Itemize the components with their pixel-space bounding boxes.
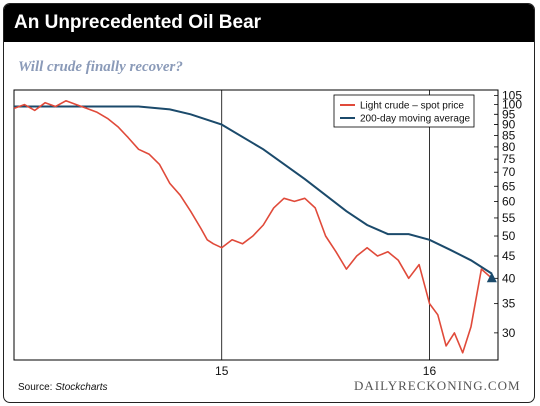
y-tick-label: 40 <box>502 271 516 285</box>
source-name: Stockcharts <box>55 382 108 393</box>
chart-title: An Unprecedented Oil Bear <box>14 12 262 33</box>
chart-frame: An Unprecedented Oil Bear Will crude fin… <box>3 3 535 403</box>
y-tick-label: 60 <box>502 194 516 208</box>
last-price-marker <box>486 272 497 283</box>
y-tick-label: 45 <box>502 249 516 263</box>
x-tick-label: 16 <box>423 364 437 378</box>
y-tick-label: 85 <box>502 128 516 142</box>
y-tick-label: 35 <box>502 297 516 311</box>
legend-label-spot: Light crude – spot price <box>360 101 464 112</box>
y-tick-label: 65 <box>502 179 516 193</box>
title-bar: An Unprecedented Oil Bear <box>4 4 534 42</box>
y-tick-label: 105 <box>502 88 522 102</box>
y-tick-label: 100 <box>502 98 522 112</box>
y-tick-label: 90 <box>502 118 516 132</box>
x-axis: 15 16 <box>215 90 436 378</box>
source-note: Source: Stockcharts <box>18 382 108 393</box>
y-tick-label: 95 <box>502 107 516 121</box>
legend: Light crude – spot price 200-day moving … <box>333 94 475 128</box>
plot-area <box>13 89 499 361</box>
y-tick-label: 80 <box>502 140 516 154</box>
x-tick-label: 15 <box>215 364 229 378</box>
brand-watermark: DAILYRECKONING.COM <box>354 378 521 393</box>
legend-box <box>333 94 475 128</box>
y-tick-label: 30 <box>502 326 516 340</box>
y-tick-label: 70 <box>502 165 516 179</box>
y-tick-label: 50 <box>502 229 516 243</box>
source-prefix: Source: <box>18 382 56 393</box>
series-line-spot-price <box>13 100 493 354</box>
legend-label-ma: 200-day moving average <box>360 114 471 125</box>
chart-subtitle: Will crude finally recover? <box>18 59 183 75</box>
series-line-moving-average <box>14 105 493 275</box>
y-tick-label: 75 <box>502 152 516 166</box>
y-tick-label: 55 <box>502 211 516 225</box>
chart-svg: 15 16 3035404550556065707580859095100105 … <box>13 88 522 378</box>
